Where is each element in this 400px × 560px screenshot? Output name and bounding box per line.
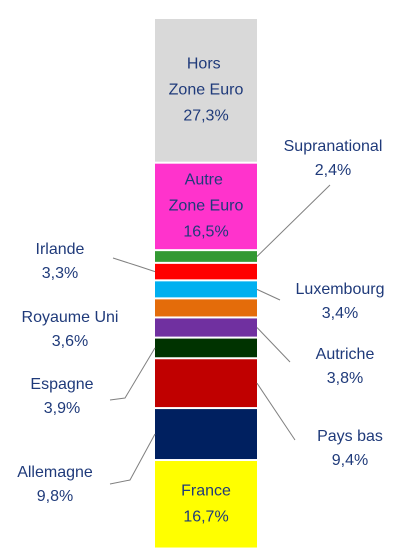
bar-segment	[155, 19, 257, 162]
segment-label: Supranational	[284, 138, 383, 155]
bar-segment	[155, 318, 257, 337]
value-label: 9,8%	[37, 488, 73, 505]
leader-line	[256, 327, 291, 363]
value-label: 3,9%	[44, 400, 80, 417]
segment-label: Luxembourg	[296, 281, 385, 298]
bar-segment	[155, 338, 257, 358]
bar-segment	[155, 359, 257, 408]
leader-line	[112, 257, 156, 273]
leader-line	[109, 433, 156, 485]
bar-segment	[155, 281, 257, 298]
value-label: 2,4%	[315, 162, 351, 179]
segment-label: Irlande	[36, 241, 85, 258]
segment-label: Allemagne	[17, 464, 93, 481]
leader-line	[256, 288, 281, 301]
segment-label: France	[181, 482, 231, 499]
segment-label: Pays bas	[317, 428, 383, 445]
value-label: 3,3%	[42, 265, 78, 282]
segment-label: Royaume Uni	[22, 309, 119, 326]
segment-label: Espagne	[30, 376, 93, 393]
value-label: 16,5%	[183, 224, 228, 241]
value-label: 16,7%	[183, 508, 228, 525]
segment-label: Autre Zone Euro	[169, 172, 244, 215]
leader-line	[256, 184, 331, 257]
bar-segment	[155, 409, 257, 460]
value-label: 3,6%	[52, 333, 88, 350]
bar-segment	[155, 461, 257, 548]
leader-line	[109, 347, 156, 401]
segment-label: Autriche	[316, 346, 375, 363]
value-label: 9,4%	[332, 452, 368, 469]
value-label: 3,4%	[322, 305, 358, 322]
bar-segment	[155, 299, 257, 317]
value-label: 3,8%	[327, 370, 363, 387]
bar-segment	[155, 263, 257, 280]
value-label: 27,3%	[183, 108, 228, 125]
bar-segment	[155, 251, 257, 262]
segment-label: Hors Zone Euro	[169, 56, 244, 99]
leader-line	[256, 382, 296, 441]
bar-segment	[155, 163, 257, 250]
